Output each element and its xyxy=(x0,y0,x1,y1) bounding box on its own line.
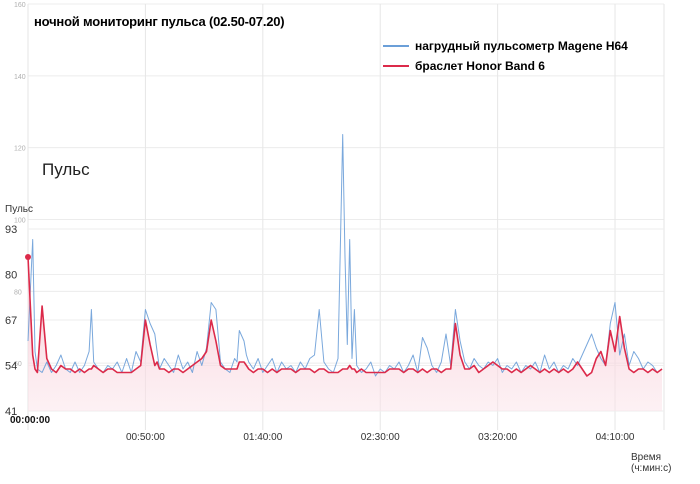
y-tick-label: 41 xyxy=(5,406,17,418)
legend: нагрудный пульсометр Magene H64 браслет … xyxy=(383,36,628,76)
x-start-label: 00:00:00 xyxy=(10,415,50,426)
x-axis-label: Время (ч:мин:с) xyxy=(631,452,672,474)
series-start-dot xyxy=(25,254,31,260)
faint-y-tick-label: 80 xyxy=(14,289,22,296)
y-tick-label: 93 xyxy=(5,224,17,236)
legend-swatch-honor xyxy=(383,65,409,67)
chart-title: ночной мониторинг пульса (02.50-07.20) xyxy=(34,14,285,29)
legend-item-honor[interactable]: браслет Honor Band 6 xyxy=(383,56,628,76)
y-tick-label: 80 xyxy=(5,270,17,282)
panel-label: Пульс xyxy=(42,160,90,179)
y-tick-label: 67 xyxy=(5,315,17,327)
x-tick-label: 04:10:00 xyxy=(596,432,635,443)
series-line-honor xyxy=(27,256,663,377)
legend-item-magene[interactable]: нагрудный пульсометр Magene H64 xyxy=(383,36,628,56)
y-axis-label: Пульс xyxy=(5,204,34,215)
legend-label-honor: браслет Honor Band 6 xyxy=(415,59,545,73)
x-tick-label: 00:50:00 xyxy=(126,432,165,443)
x-tick-label: 01:40:00 xyxy=(243,432,282,443)
faint-y-tick-label: 140 xyxy=(14,74,26,81)
faint-y-tick-label: 60 xyxy=(14,361,22,368)
legend-swatch-magene xyxy=(383,45,409,47)
x-tick-label: 03:20:00 xyxy=(478,432,517,443)
x-tick-label: 02:30:00 xyxy=(361,432,400,443)
y-tick-label: 54 xyxy=(5,361,17,373)
series-line-magene xyxy=(27,134,663,377)
faint-y-tick-label: 160 xyxy=(14,2,26,9)
faint-y-tick-label: 100 xyxy=(14,218,26,225)
legend-label-magene: нагрудный пульсометр Magene H64 xyxy=(415,39,628,53)
series-area-honor xyxy=(28,257,662,411)
faint-y-tick-label: 120 xyxy=(14,146,26,153)
